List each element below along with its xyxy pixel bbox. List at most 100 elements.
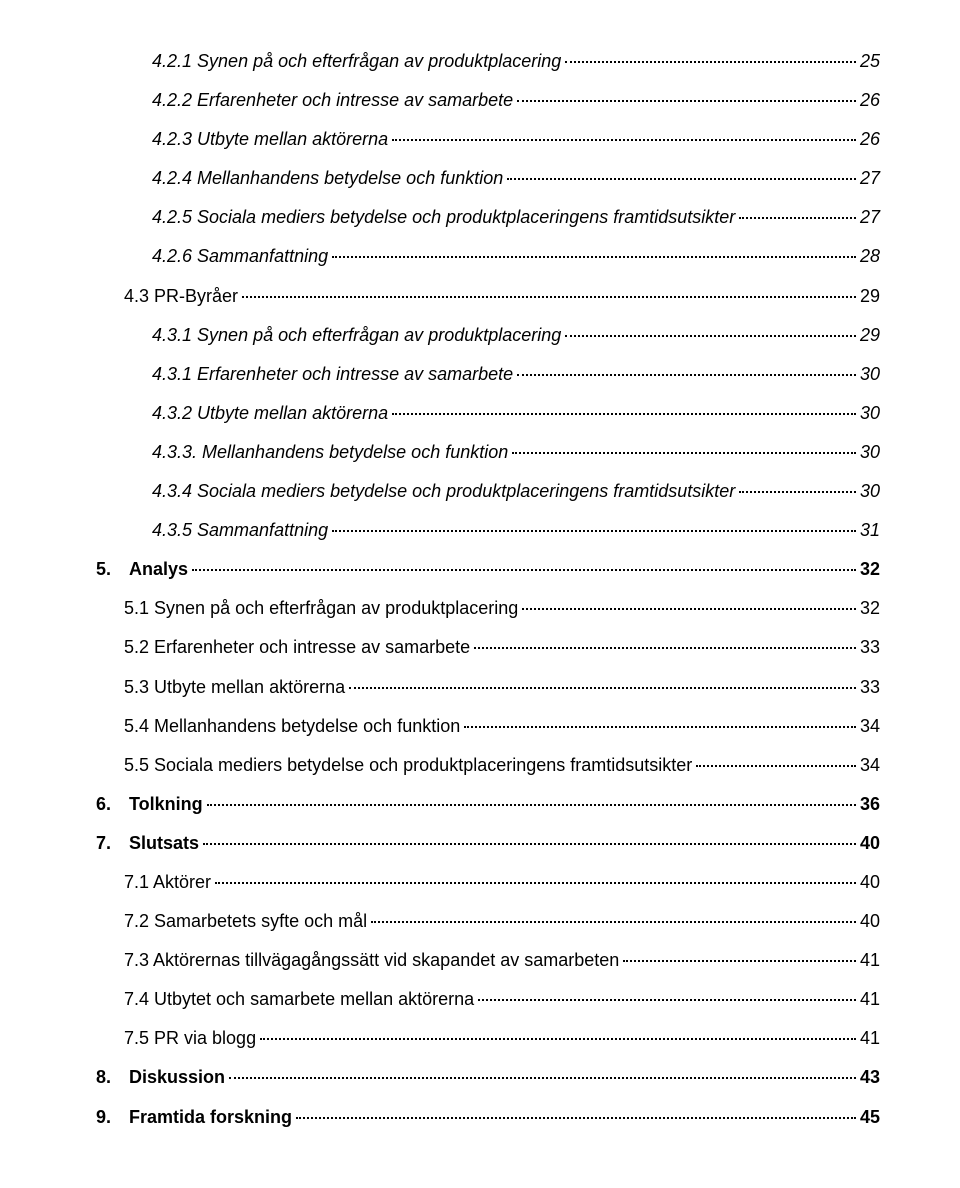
toc-label: 4.2.2 Erfarenheter och intresse av samar… [152, 87, 513, 113]
toc-page-number: 34 [860, 713, 880, 739]
toc-entry: 5.5 Sociala mediers betydelse och produk… [124, 752, 880, 778]
toc-entry: 4.2.2 Erfarenheter och intresse av samar… [152, 87, 880, 113]
toc-label: 7.4 Utbytet och samarbete mellan aktörer… [124, 986, 474, 1012]
toc-entry: 5.1 Synen på och efterfrågan av produktp… [124, 595, 880, 621]
toc-page-number: 25 [860, 48, 880, 74]
toc-entry: 4.2.1 Synen på och efterfrågan av produk… [152, 48, 880, 74]
toc-label: 4.3.3. Mellanhandens betydelse och funkt… [152, 439, 508, 465]
toc-leader-dots [517, 374, 856, 376]
toc-label-title: Diskussion [129, 1064, 225, 1090]
toc-entry: 4.3.1 Erfarenheter och intresse av samar… [152, 361, 880, 387]
toc-entry: 4.2.6 Sammanfattning 28 [152, 243, 880, 269]
toc-label: 7.1 Aktörer [124, 869, 211, 895]
toc-page-number: 29 [860, 283, 880, 309]
toc-label: 9. [96, 1104, 111, 1130]
toc-label: 4.3.5 Sammanfattning [152, 517, 328, 543]
toc-page-number: 41 [860, 986, 880, 1012]
toc-entry: 7.4 Utbytet och samarbete mellan aktörer… [124, 986, 880, 1012]
toc-page-number: 30 [860, 478, 880, 504]
toc-leader-dots [512, 452, 856, 454]
toc-page-number: 27 [860, 204, 880, 230]
toc-label-title: Tolkning [129, 791, 203, 817]
toc-entry: 5.2 Erfarenheter och intresse av samarbe… [124, 634, 880, 660]
toc-leader-dots [229, 1077, 856, 1079]
toc-entry: 4.2.5 Sociala mediers betydelse och prod… [152, 204, 880, 230]
toc-page-number: 32 [860, 556, 880, 582]
toc-leader-dots [332, 256, 856, 258]
toc-label: 4.2.5 Sociala mediers betydelse och prod… [152, 204, 735, 230]
toc-leader-dots [565, 335, 856, 337]
toc-leader-dots [464, 726, 856, 728]
toc-label-title: Framtida forskning [129, 1104, 292, 1130]
toc-leader-dots [739, 491, 856, 493]
toc-page-number: 28 [860, 243, 880, 269]
toc-label: 4.2.3 Utbyte mellan aktörerna [152, 126, 388, 152]
toc-label: 4.3.2 Utbyte mellan aktörerna [152, 400, 388, 426]
toc-label: 4.3.1 Erfarenheter och intresse av samar… [152, 361, 513, 387]
toc-page-number: 26 [860, 126, 880, 152]
toc-page-number: 27 [860, 165, 880, 191]
toc-leader-dots [565, 61, 856, 63]
toc-label: 7. [96, 830, 111, 856]
toc-entry: 4.3.2 Utbyte mellan aktörerna 30 [152, 400, 880, 426]
toc-entry: 5. Analys 32 [96, 556, 880, 582]
toc-label: 4.2.6 Sammanfattning [152, 243, 328, 269]
toc-entry: 6.Tolkning36 [96, 791, 880, 817]
toc-page-number: 33 [860, 634, 880, 660]
toc-leader-dots [349, 687, 856, 689]
toc-entry: 4.3.4 Sociala mediers betydelse och prod… [152, 478, 880, 504]
toc-leader-dots [474, 647, 856, 649]
toc-leader-dots [392, 139, 856, 141]
toc-label: 8. [96, 1064, 111, 1090]
toc-page-number: 41 [860, 947, 880, 973]
toc-leader-dots [623, 960, 856, 962]
toc-label: 7.2 Samarbetets syfte och mål [124, 908, 367, 934]
toc-entry: 9. Framtida forskning 45 [96, 1104, 880, 1130]
toc-label: 4.3.1 Synen på och efterfrågan av produk… [152, 322, 561, 348]
toc-page-number: 29 [860, 322, 880, 348]
toc-entry: 4.3 PR-Byråer29 [124, 283, 880, 309]
toc-entry: 4.3.3. Mellanhandens betydelse och funkt… [152, 439, 880, 465]
toc-entry: 4.3.5 Sammanfattning 31 [152, 517, 880, 543]
toc-page-number: 40 [860, 869, 880, 895]
toc-page-number: 33 [860, 674, 880, 700]
toc-leader-dots [696, 765, 856, 767]
toc-leader-dots [296, 1117, 856, 1119]
toc-page-number: 30 [860, 361, 880, 387]
toc-leader-dots [203, 843, 856, 845]
toc-page-number: 40 [860, 830, 880, 856]
toc-page-number: 36 [860, 791, 880, 817]
toc-label: 5.5 Sociala mediers betydelse och produk… [124, 752, 692, 778]
toc-entry: 7.3 Aktörernas tillvägagångssätt vid ska… [124, 947, 880, 973]
toc-entry: 4.2.3 Utbyte mellan aktörerna 26 [152, 126, 880, 152]
toc-leader-dots [392, 413, 856, 415]
toc-entry: 7.5 PR via blogg 41 [124, 1025, 880, 1051]
toc-leader-dots [522, 608, 856, 610]
toc-label: 5.1 Synen på och efterfrågan av produktp… [124, 595, 518, 621]
toc-leader-dots [507, 178, 856, 180]
toc-label: 4.3.4 Sociala mediers betydelse och prod… [152, 478, 735, 504]
toc-entry: 7.1 Aktörer 40 [124, 869, 880, 895]
toc-label: 5.3 Utbyte mellan aktörerna [124, 674, 345, 700]
toc-label-title: Analys [129, 556, 188, 582]
toc-page-number: 26 [860, 87, 880, 113]
toc-leader-dots [215, 882, 856, 884]
toc-entry: 4.3.1 Synen på och efterfrågan av produk… [152, 322, 880, 348]
toc-label: 4.2.4 Mellanhandens betydelse och funkti… [152, 165, 503, 191]
toc-page-number: 41 [860, 1025, 880, 1051]
toc-page-number: 30 [860, 400, 880, 426]
table-of-contents: 4.2.1 Synen på och efterfrågan av produk… [96, 48, 880, 1130]
toc-label: 5. [96, 556, 111, 582]
toc-label: 7.5 PR via blogg [124, 1025, 256, 1051]
toc-entry: 7.2 Samarbetets syfte och mål 40 [124, 908, 880, 934]
toc-label: 5.2 Erfarenheter och intresse av samarbe… [124, 634, 470, 660]
toc-page-number: 31 [860, 517, 880, 543]
toc-label: 7.3 Aktörernas tillvägagångssätt vid ska… [124, 947, 619, 973]
toc-page-number: 40 [860, 908, 880, 934]
toc-label-title: Slutsats [129, 830, 199, 856]
toc-entry: 5.4 Mellanhandens betydelse och funktion… [124, 713, 880, 739]
toc-page-number: 34 [860, 752, 880, 778]
toc-entry: 7. Slutsats 40 [96, 830, 880, 856]
toc-page-number: 45 [860, 1104, 880, 1130]
toc-leader-dots [332, 530, 856, 532]
